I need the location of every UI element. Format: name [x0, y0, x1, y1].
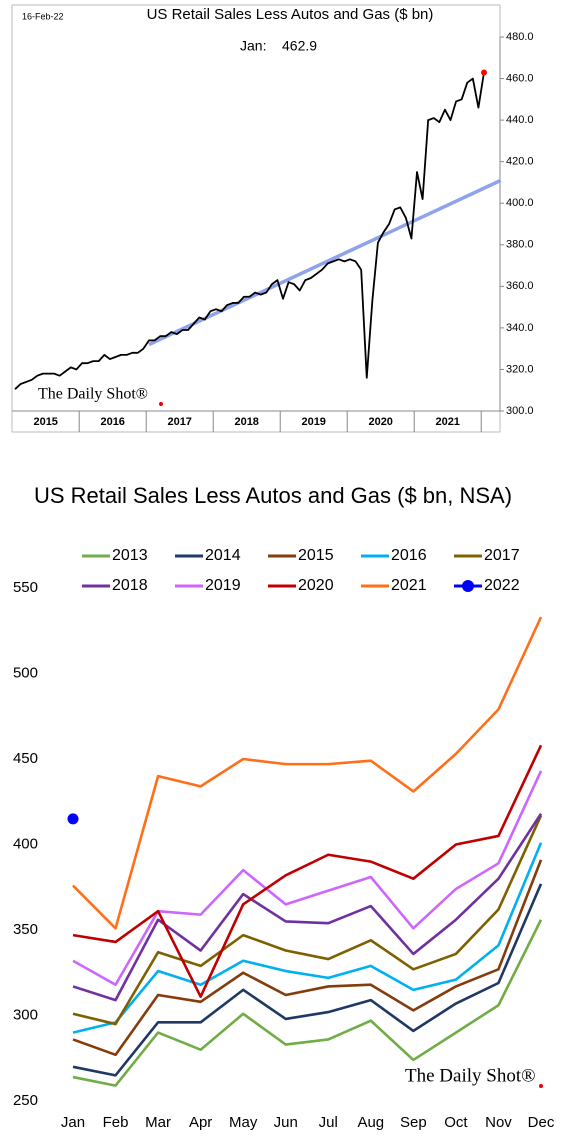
legend-label: 2020: [298, 577, 334, 594]
x-tick-label: Feb: [103, 1114, 129, 1131]
legend-label: 2021: [391, 577, 427, 594]
y-tick-label: 380.0: [506, 239, 534, 251]
legend-label: 2013: [112, 547, 148, 564]
watermark: The Daily Shot®: [405, 1065, 536, 1086]
x-tick-label: Nov: [485, 1114, 512, 1131]
y-tick-label: 500: [13, 664, 38, 681]
legend-label: 2015: [298, 547, 334, 564]
legend-label: 2018: [112, 577, 148, 594]
y-tick-label: 300: [13, 1006, 38, 1023]
y-tick-label: 360.0: [506, 280, 534, 292]
annotation: Jan: 462.9: [240, 38, 317, 54]
chart-frame: [11, 4, 501, 433]
watermark-dot: [539, 1084, 543, 1088]
y-tick-label: 550: [13, 579, 38, 596]
series-line: [72, 814, 543, 1026]
y-tick-label: 300.0: [506, 405, 534, 417]
y-tick-label: 340.0: [506, 322, 534, 334]
y-tick-label: 480.0: [506, 31, 534, 43]
y-tick-label: 420.0: [506, 156, 534, 168]
series-line: [72, 859, 543, 1057]
legend-label: 2017: [484, 547, 520, 564]
x-tick-label: Aug: [357, 1114, 384, 1131]
x-tick-label: 2017: [167, 416, 191, 428]
legend-label: 2014: [205, 547, 241, 564]
y-tick-label: 460.0: [506, 72, 534, 84]
series-line: [72, 842, 543, 1034]
legend-marker: [462, 580, 474, 592]
x-tick-label: Mar: [145, 1114, 171, 1131]
y-tick-label: 440.0: [506, 114, 534, 126]
x-tick-label: 2015: [33, 416, 57, 428]
x-tick-label: Jun: [274, 1114, 298, 1131]
series-line: [72, 616, 543, 930]
series-line: [14, 72, 485, 390]
series-line: [72, 813, 543, 1002]
x-tick-label: Apr: [189, 1114, 212, 1131]
x-tick-label: 2021: [435, 416, 459, 428]
y-tick-label: 320.0: [506, 363, 534, 375]
legend-label: 2016: [391, 547, 427, 564]
legend-label: 2019: [205, 577, 241, 594]
y-tick-label: 400: [13, 835, 38, 852]
x-tick-label: 2016: [100, 416, 124, 428]
watermark: The Daily Shot®: [38, 386, 148, 403]
watermark-dot: [159, 402, 163, 406]
x-tick-label: 2020: [368, 416, 392, 428]
y-tick-label: 400.0: [506, 197, 534, 209]
x-tick-label: Oct: [444, 1114, 468, 1131]
x-tick-label: Dec: [528, 1114, 555, 1131]
x-tick-label: Jul: [319, 1114, 338, 1131]
series-line: [72, 744, 543, 998]
x-tick-label: 2019: [301, 416, 325, 428]
trend-line: [148, 178, 502, 347]
series-line: [72, 919, 543, 1087]
y-tick-label: 250: [13, 1092, 38, 1109]
x-tick-label: Sep: [400, 1114, 427, 1131]
legend-label: 2022: [484, 577, 520, 594]
chart-title: US Retail Sales Less Autos and Gas ($ bn…: [147, 6, 434, 23]
point: [67, 813, 79, 825]
chart-title: US Retail Sales Less Autos and Gas ($ bn…: [34, 483, 512, 508]
date-note: 16-Feb-22: [22, 11, 64, 21]
x-tick-label: Jan: [61, 1114, 85, 1131]
y-tick-label: 350: [13, 921, 38, 938]
x-tick-label: 2018: [234, 416, 258, 428]
series-line: [72, 770, 543, 987]
y-tick-label: 450: [13, 750, 38, 767]
series-line: [72, 883, 543, 1077]
last-point: [481, 69, 487, 76]
x-tick-label: May: [229, 1114, 258, 1131]
